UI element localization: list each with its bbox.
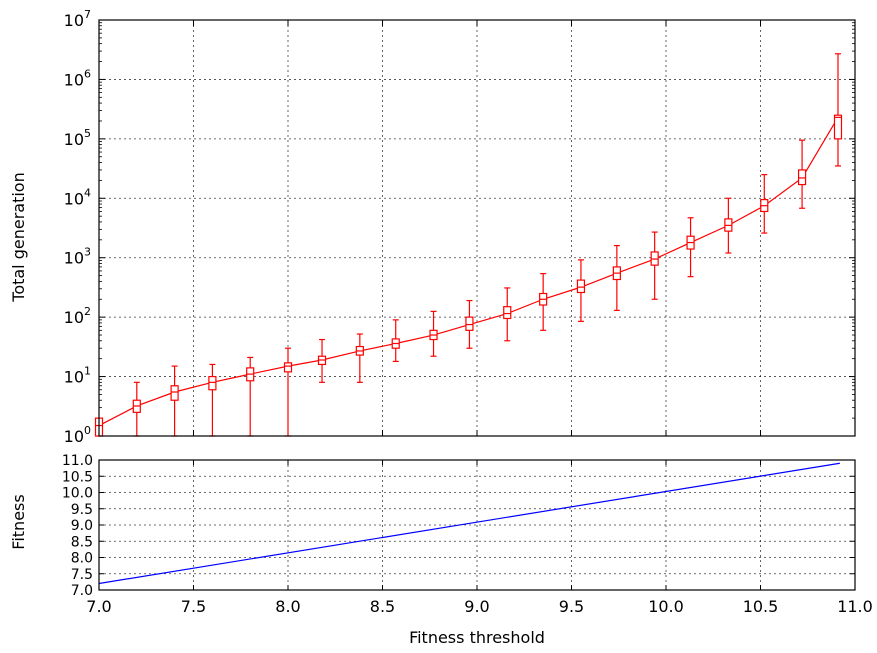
box xyxy=(465,316,474,331)
box xyxy=(576,279,586,294)
top-y-tick-label: 105 xyxy=(64,127,91,149)
box xyxy=(170,385,179,401)
x-tick-label: 7.5 xyxy=(181,597,206,616)
top-y-tick-label: 107 xyxy=(64,8,91,30)
top-plot-frame xyxy=(98,19,856,437)
x-axis-label: Fitness threshold xyxy=(409,628,545,647)
bottom-y-tick-label: 8.5 xyxy=(71,534,93,550)
bottom-y-tick-label: 9.5 xyxy=(71,502,93,518)
top-y-tick-label: 104 xyxy=(64,186,91,208)
bottom-y-tick-label: 10.0 xyxy=(62,486,93,502)
bottom-y-tick-label: 9.0 xyxy=(71,518,93,534)
box xyxy=(797,169,807,186)
box xyxy=(833,114,843,140)
box xyxy=(283,362,293,373)
bottom-y-tick-label: 10.5 xyxy=(62,469,93,485)
top-y-tick-label: 101 xyxy=(64,365,91,387)
top-y-tick-label: 103 xyxy=(64,246,91,268)
top-y-axis-label: Total generation xyxy=(9,172,28,302)
x-tick-label: 10.5 xyxy=(743,597,779,616)
bottom-panel: 7.0 7.5 8.0 8.5 9.0 9.5 10.0 10.5 11.07.07.58.08… xyxy=(62,453,873,616)
x-tick-label: 9.5 xyxy=(559,597,584,616)
x-tick-label: 8.5 xyxy=(370,597,395,616)
box xyxy=(208,375,217,391)
x-tick-label: 7.0 xyxy=(86,597,111,616)
top-y-tick-label: 102 xyxy=(64,305,91,327)
box xyxy=(503,306,512,320)
bottom-y-tick-label: 7.5 xyxy=(71,567,93,583)
x-tick-label: 9.0 xyxy=(464,597,489,616)
top-panel: 100 101 102 103 104 105 106 107 xyxy=(64,8,856,446)
bottom-plot-frame xyxy=(98,459,856,591)
x-tick-label: 8.0 xyxy=(275,597,300,616)
bottom-y-tick-label: 7.0 xyxy=(71,583,93,599)
bottom-y-tick-label: 11.0 xyxy=(62,453,93,469)
bottom-y-tick-label: 8.0 xyxy=(71,551,93,567)
x-tick-label: 10.0 xyxy=(648,597,684,616)
bottom-y-axis-label: Fitness xyxy=(9,494,28,549)
top-y-tick-label: 106 xyxy=(64,67,91,89)
x-tick-label: 11.0 xyxy=(837,597,873,616)
fitness-line xyxy=(98,462,840,585)
top-y-tick-label: 100 xyxy=(64,424,91,446)
